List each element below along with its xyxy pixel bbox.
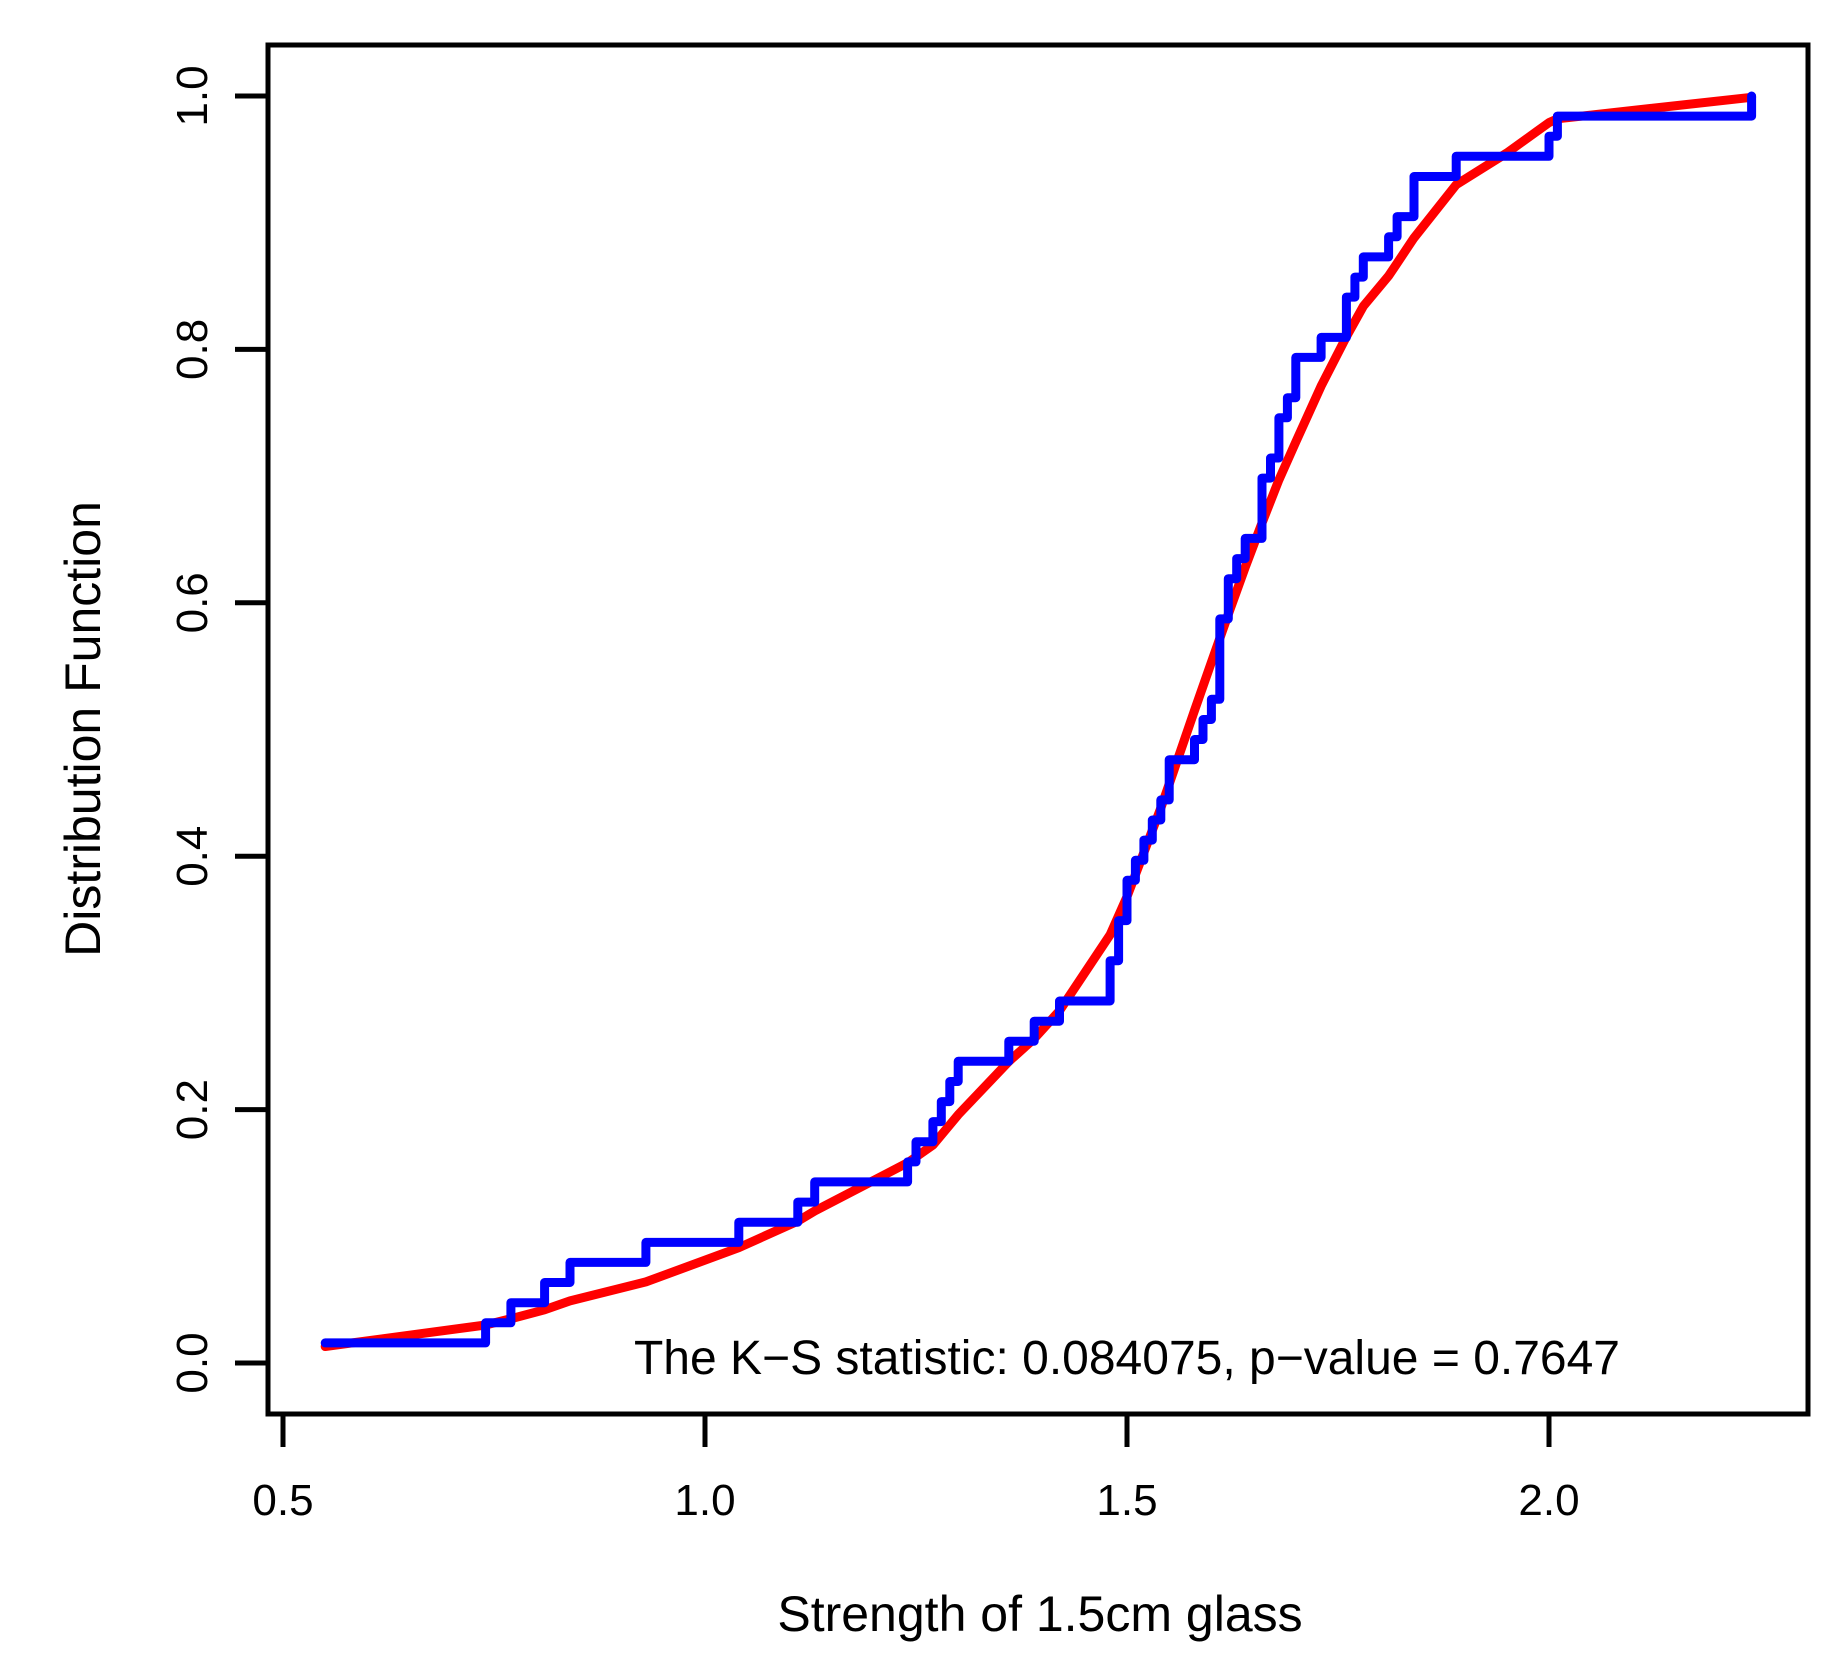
y-tick-label: 0.4 (168, 826, 217, 887)
x-tick-label: 2.0 (1518, 1476, 1579, 1525)
y-tick-label: 0.0 (168, 1332, 217, 1393)
empirical-cdf-steps (320, 91, 1757, 1348)
y-axis: 0.0 0.2 0.4 0.6 0.8 1.0 (168, 65, 268, 1394)
x-axis: 0.5 1.0 1.5 2.0 (252, 1414, 1580, 1525)
x-tick-label: 0.5 (252, 1476, 313, 1525)
fitted-cdf-curve (320, 92, 1757, 1351)
fitted-cdf-path (320, 92, 1757, 1351)
ks-annotation: The K−S statistic: 0.084075, p−value = 0… (634, 1332, 1620, 1385)
x-tick-label: 1.0 (674, 1476, 735, 1525)
x-tick-label: 1.5 (1096, 1476, 1157, 1525)
y-tick-label: 0.8 (168, 319, 217, 380)
y-tick-label: 0.2 (168, 1079, 217, 1140)
y-tick-label: 0.6 (168, 572, 217, 633)
empirical-cdf-path (320, 91, 1757, 1348)
x-axis-title: Strength of 1.5cm glass (777, 1586, 1302, 1642)
plot-frame (265, 42, 1811, 1417)
y-axis-title: Distribution Function (55, 501, 111, 957)
y-tick-label: 1.0 (168, 65, 217, 126)
